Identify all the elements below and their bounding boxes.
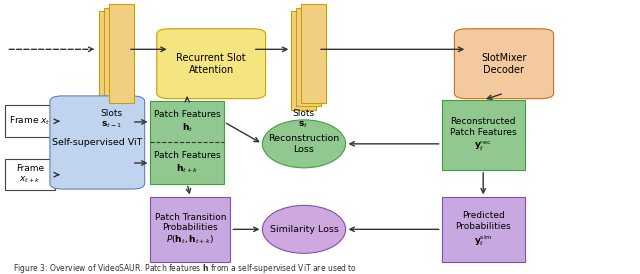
Text: Frame $x_t$: Frame $x_t$	[10, 115, 51, 127]
FancyBboxPatch shape	[5, 105, 55, 137]
FancyBboxPatch shape	[454, 29, 554, 99]
Ellipse shape	[262, 206, 346, 253]
FancyBboxPatch shape	[5, 159, 55, 190]
FancyBboxPatch shape	[157, 29, 266, 99]
Text: Patch Transition
Probabilities
$P(\mathbf{h}_t, \mathbf{h}_{t+k})$: Patch Transition Probabilities $P(\mathb…	[155, 213, 226, 246]
FancyBboxPatch shape	[291, 11, 316, 110]
Text: Reconstruction
Loss: Reconstruction Loss	[268, 134, 340, 153]
Text: Slots
$\mathbf{s}_{t-1}$: Slots $\mathbf{s}_{t-1}$	[100, 109, 122, 130]
Text: Predicted
Probabilities
$\mathbf{y}_t^{\mathrm{sim}}$: Predicted Probabilities $\mathbf{y}_t^{\…	[456, 211, 511, 248]
Text: Recurrent Slot
Attention: Recurrent Slot Attention	[177, 53, 246, 75]
FancyBboxPatch shape	[301, 4, 326, 103]
Text: Similarity Loss: Similarity Loss	[269, 225, 339, 234]
FancyBboxPatch shape	[150, 101, 224, 184]
FancyBboxPatch shape	[442, 100, 525, 170]
FancyBboxPatch shape	[109, 4, 134, 103]
FancyBboxPatch shape	[99, 11, 124, 110]
Ellipse shape	[262, 120, 346, 168]
Text: Patch Features
$\mathbf{h}_{t+k}$: Patch Features $\mathbf{h}_{t+k}$	[154, 151, 221, 175]
Text: Slots
$\mathbf{s}_{t}$: Slots $\mathbf{s}_{t}$	[292, 109, 314, 130]
Text: Frame
$x_{t+k}$: Frame $x_{t+k}$	[16, 164, 44, 185]
Text: Reconstructed
Patch Features
$\mathbf{y}_t^{\mathrm{rec}}$: Reconstructed Patch Features $\mathbf{y}…	[450, 117, 516, 153]
Text: Patch Features
$\mathbf{h}_{t}$: Patch Features $\mathbf{h}_{t}$	[154, 110, 221, 134]
FancyBboxPatch shape	[296, 8, 321, 106]
FancyBboxPatch shape	[442, 197, 525, 262]
Text: Figure 3: Overview of VideoSAUR. Patch features $\mathbf{h}$ from a self-supervi: Figure 3: Overview of VideoSAUR. Patch f…	[13, 262, 357, 274]
FancyBboxPatch shape	[104, 8, 129, 106]
FancyBboxPatch shape	[150, 197, 230, 262]
Text: SlotMixer
Decoder: SlotMixer Decoder	[481, 53, 527, 75]
Text: Self-supervised ViT: Self-supervised ViT	[52, 138, 143, 147]
FancyBboxPatch shape	[50, 96, 145, 189]
